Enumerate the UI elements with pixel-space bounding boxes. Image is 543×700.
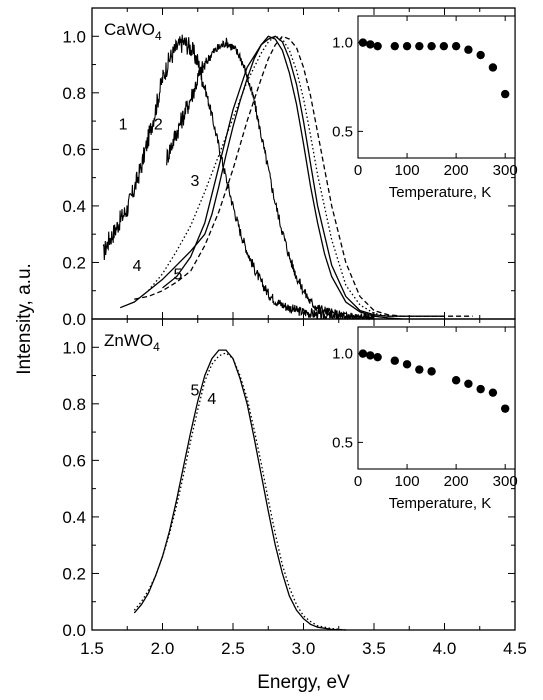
sample-label: ZnWO4 [104,331,160,354]
inset-data-point [358,38,368,47]
spectrum-curve-4 [133,352,346,631]
inset-data-point [427,367,436,376]
inset-data-point [427,41,436,51]
sample-formula: CaWO [104,20,155,39]
inset-x-axis-title: Temperature, K [389,184,492,201]
inset-x-axis-title: Temperature, K [389,495,492,512]
inset-data-point [451,376,461,385]
y-tick-label: 0.2 [62,564,86,583]
sample-subscript: 4 [153,340,160,354]
inset-plots: 0 100 200 300 0.5 1.0 Temperature, K 0 100 200 300… [332,15,518,512]
inset-y-tick-label: 1.0 [332,346,353,363]
curve-label: 5 [174,266,183,283]
inset-x-tick-label: 300 [493,473,518,490]
curve-label: 1 [119,117,128,134]
inset-data-point [500,89,510,99]
y-tick-label: 0.2 [62,253,86,272]
inset-y-tick-label: 0.5 [332,123,353,140]
y-tick-label: 0.4 [62,508,86,527]
inset-data-point [415,365,424,374]
inset-data-point [500,404,510,413]
inset-data-point [451,41,461,51]
inset-data-point [402,41,412,51]
sample-formula: ZnWO [104,331,153,350]
spectrum-curve-4 [119,35,445,317]
inset-data-point [464,379,473,388]
inset-data-point [366,40,375,49]
inset-x-tick-label: 300 [493,162,518,179]
y-tick-label: 0.8 [62,395,86,414]
inset-data-point [476,384,485,394]
x-tick-label: 2.5 [221,639,245,658]
inset-x-tick-label: 100 [395,473,420,490]
curve-label: 2 [154,117,163,134]
inset-data-point [415,41,424,51]
x-tick-label: 4.0 [433,639,457,658]
inset-x-tick-label: 0 [354,473,362,490]
curve-label: 5 [190,382,199,399]
inset-x-tick-label: 100 [395,162,420,179]
inset-data-point [402,360,412,369]
inset-data-point [366,351,375,360]
inset-y-tick-label: 1.0 [332,35,353,52]
y-tick-label: 1.0 [62,338,86,357]
curve-label: 4 [133,258,142,275]
inset-data-point [373,352,382,362]
inset-data-point [373,41,382,51]
inset-data-point [390,41,399,51]
y-tick-label: 0.6 [62,140,86,159]
axis-ticks [91,7,516,631]
spectrum-curve-5 [134,35,473,317]
sample-subscript: 4 [155,29,162,43]
y-tick-label: 0.0 [62,621,86,640]
y-axis-title: Intensity, a.u. [14,263,35,375]
spectrum-curve-2 [166,37,375,321]
inset-x-tick-label: 200 [444,162,469,179]
inset-frame-0 [357,15,516,159]
x-axis-title: Energy, eV [257,672,350,693]
inset-x-tick-label: 200 [444,473,469,490]
x-tick-label: 3.0 [292,639,316,658]
spectrum-curve-1 [102,34,375,321]
spectrum-curve-3 [162,35,403,320]
y-tick-label: 0.6 [62,451,86,470]
y-tick-label: 0.0 [62,310,86,329]
x-tick-label: 4.5 [503,639,527,658]
x-tick-label: 2.0 [151,639,175,658]
x-tick-label: 1.5 [80,639,104,658]
inset-frame-1 [357,326,516,470]
y-tick-label: 1.0 [62,27,86,46]
inset-data-point [488,388,498,397]
inset-data-point [488,63,498,72]
spectra-curves [102,34,473,631]
x-tick-label: 3.5 [362,639,386,658]
spectrum-curve-5 [133,349,346,631]
y-tick-label: 0.8 [62,84,86,103]
inset-data-point [464,45,473,54]
sample-label: CaWO4 [104,20,162,43]
inset-data-point [476,50,485,60]
curve-label: 4 [207,391,216,408]
inset-data-point [358,349,368,358]
inset-x-tick-label: 0 [354,162,362,179]
inset-data-point [390,356,399,365]
inset-data-point [439,41,449,51]
inset-y-tick-label: 0.5 [332,434,353,451]
y-tick-label: 0.4 [62,197,86,216]
curve-label: 3 [190,173,199,190]
